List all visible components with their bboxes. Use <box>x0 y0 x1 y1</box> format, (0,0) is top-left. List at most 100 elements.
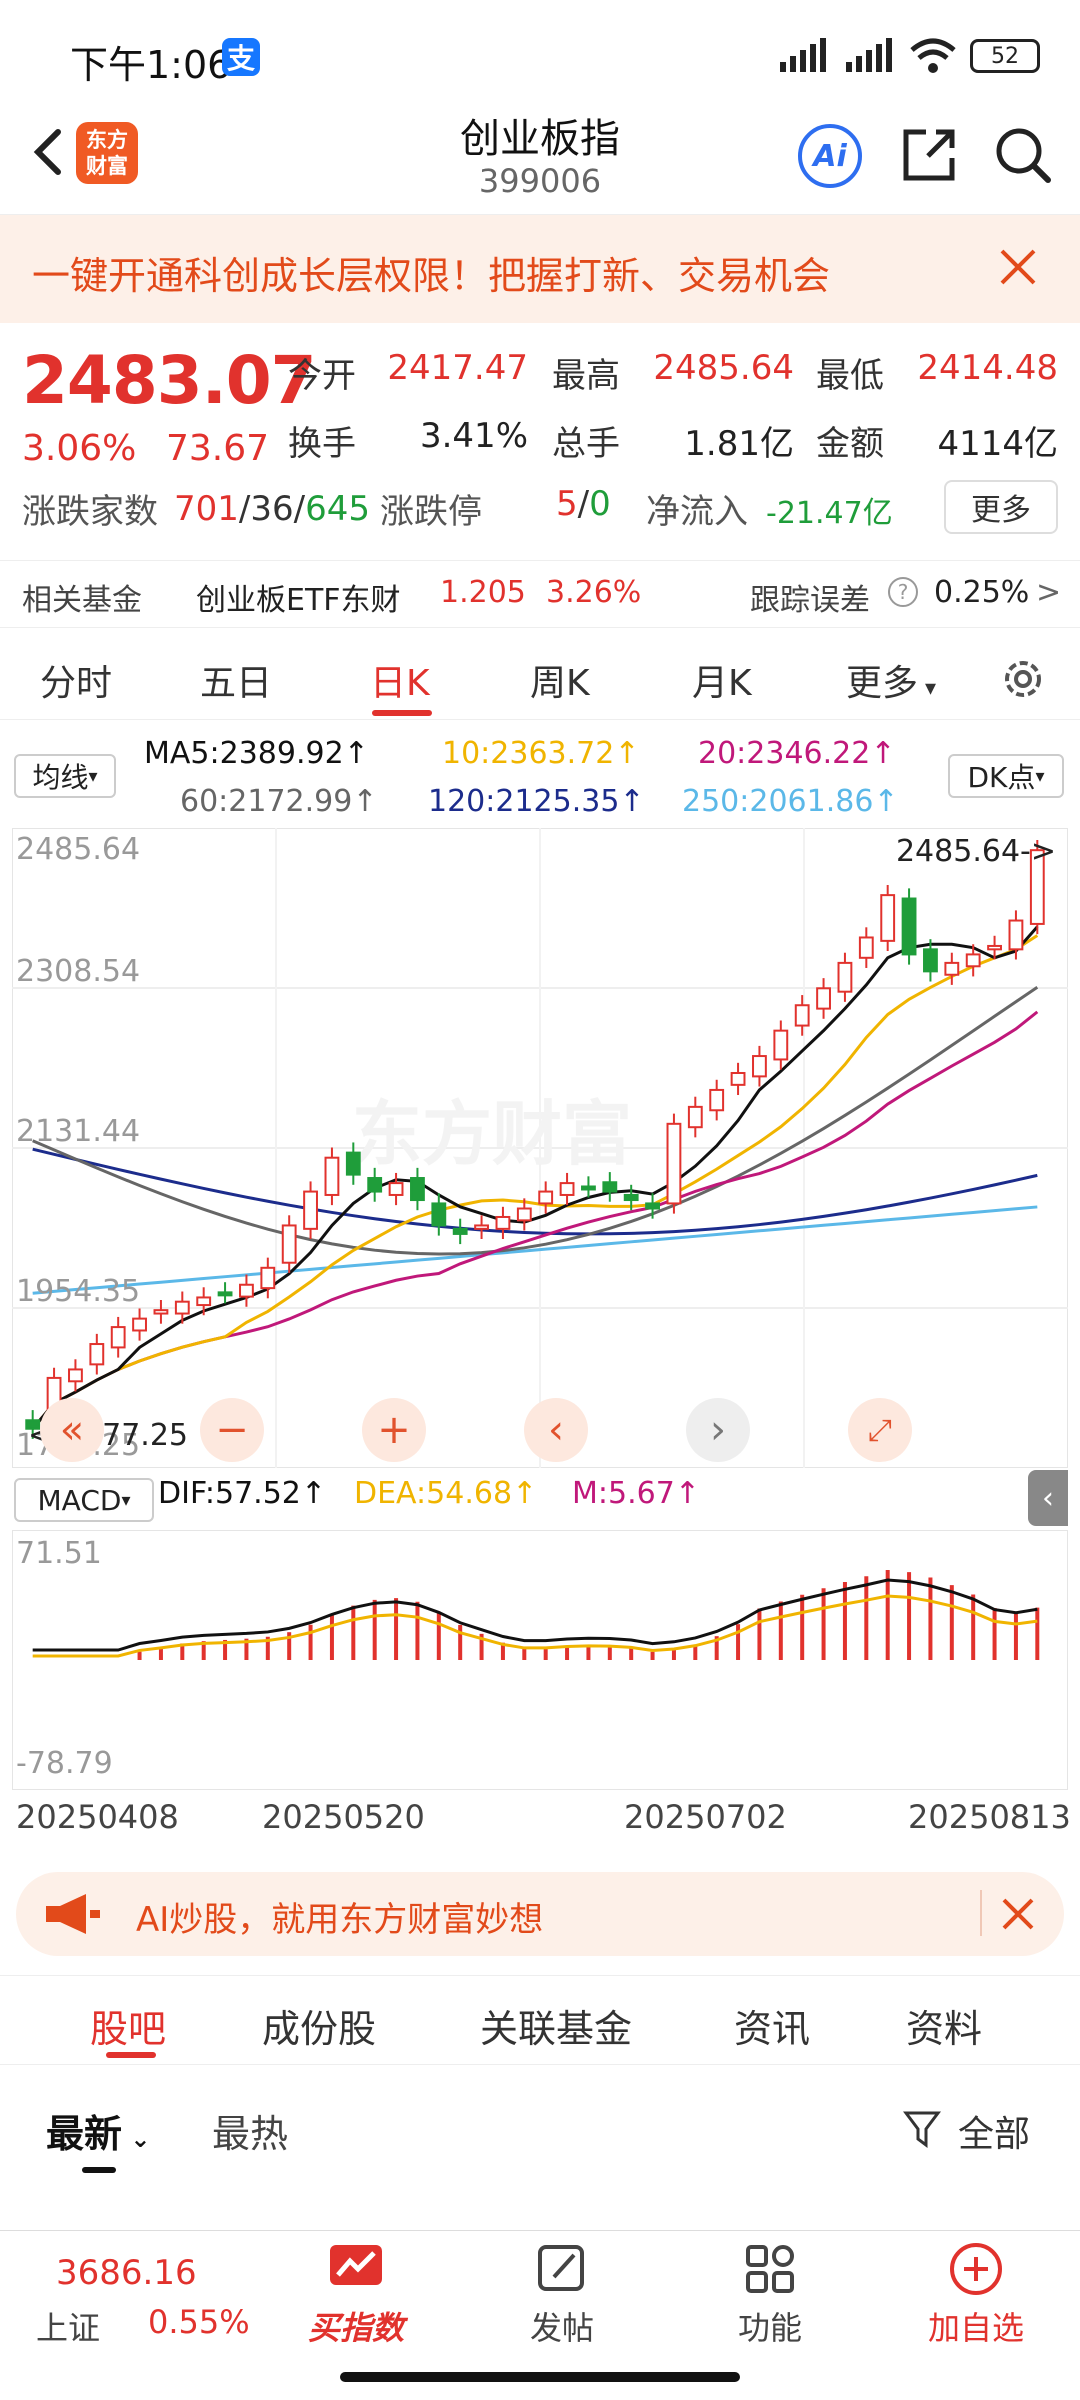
candle <box>623 1184 639 1211</box>
fund-price: 1.205 <box>440 575 526 610</box>
tab-monthly-k[interactable]: 月K <box>692 663 752 704</box>
share-icon[interactable] <box>898 124 960 186</box>
buy-index-button[interactable]: 买指数 <box>276 2241 436 2349</box>
breadth-row: 涨跌家数 701 / 36 / 645 <box>22 484 370 533</box>
chevron-down-icon: ⌄ <box>122 2125 151 2153</box>
candle <box>474 1215 489 1240</box>
indicator-select[interactable]: MACD ▾ <box>14 1478 154 1522</box>
help-icon[interactable]: ? <box>888 577 918 607</box>
tab-constituents[interactable]: 成份股 <box>262 2007 377 2051</box>
search-icon[interactable] <box>992 124 1054 186</box>
macd-legend: MACD ▾ DIF:57.52↑ DEA:54.68↑ M:5.67↑ ‹ <box>0 1470 1080 1530</box>
promo-banner[interactable]: 一键开通科创成长层权限！把握打新、交易机会 <box>0 215 1080 323</box>
netflow-label: 净流入 <box>646 492 748 532</box>
candle <box>773 1020 789 1070</box>
ma20-value: 20:2346.22↑ <box>698 736 896 771</box>
candle <box>89 1333 105 1375</box>
tab-daily-k[interactable]: 日K <box>370 663 430 704</box>
zoom-out-button[interactable]: − <box>200 1398 264 1462</box>
indicator-select-label: MACD <box>37 1483 122 1517</box>
post-label: 发帖 <box>529 2309 594 2347</box>
tab-five-day[interactable]: 五日 <box>200 663 273 704</box>
fullscreen-button[interactable]: ⤢ <box>848 1398 912 1462</box>
index-price[interactable]: 3686.16 <box>56 2253 197 2293</box>
ai-banner-text[interactable]: AI炒股，就用东方财富妙想 <box>136 1900 544 1940</box>
tab-intraday[interactable]: 分时 <box>40 663 113 704</box>
limit-label: 涨跌停 <box>380 492 482 532</box>
page-title: 创业板指 <box>460 116 620 162</box>
zoom-in-button[interactable]: + <box>362 1398 426 1462</box>
tab-profile[interactable]: 资料 <box>906 2007 983 2051</box>
candle-body <box>709 1088 725 1112</box>
candle-body <box>260 1266 276 1290</box>
filter-label[interactable]: 全部 <box>958 2114 1031 2155</box>
index-pct[interactable]: 0.55% <box>148 2303 250 2341</box>
macd-svg[interactable] <box>12 1530 1068 1790</box>
tab-more[interactable]: 更多 ▾ <box>846 654 936 706</box>
date-label: 20250813 <box>908 1798 1071 1836</box>
tab-news[interactable]: 资讯 <box>734 2007 811 2051</box>
tab-forum[interactable]: 股吧 <box>90 2007 167 2051</box>
sort-latest-label: 最新 <box>46 2112 123 2156</box>
volume-value: 1.81亿 <box>684 424 794 464</box>
low-label: 最低 <box>816 356 884 396</box>
candle-body <box>837 961 853 993</box>
scroll-right-button[interactable]: › <box>686 1398 750 1462</box>
candle-body <box>773 1029 789 1061</box>
candle-body <box>110 1326 126 1349</box>
sort-latest[interactable]: 最新 ⌄ <box>46 2103 150 2158</box>
close-icon[interactable] <box>1000 1896 1036 1932</box>
axis-label: 2131.44 <box>16 1114 141 1149</box>
candle <box>174 1291 190 1324</box>
tab-related-funds[interactable]: 关联基金 <box>480 2007 633 2051</box>
close-icon[interactable] <box>996 245 1040 289</box>
collapse-button[interactable]: ‹ <box>1028 1470 1068 1526</box>
ma-select[interactable]: 均线 ▾ <box>14 754 116 798</box>
kline-svg[interactable]: 东方财富 <box>12 828 1068 1468</box>
gear-icon[interactable] <box>998 654 1048 704</box>
tab-more-label: 更多 <box>846 663 919 704</box>
battery-icon: 52 <box>970 39 1040 73</box>
fast-back-button[interactable]: « <box>40 1398 104 1462</box>
ai-banner[interactable]: AI炒股，就用东方财富妙想 <box>16 1872 1064 1956</box>
candle-body <box>68 1368 83 1383</box>
fund-name[interactable]: 创业板ETF东财 <box>196 583 401 618</box>
candle-body <box>516 1207 532 1222</box>
change-percent: 3.06% <box>22 428 137 469</box>
dk-points-button[interactable]: DK点 ▾ <box>948 754 1064 798</box>
candle <box>965 944 981 977</box>
sort-hot[interactable]: 最热 <box>212 2112 289 2156</box>
promo-text[interactable]: 一键开通科创成长层权限！把握打新、交易机会 <box>32 254 831 298</box>
app-logo: 东方 财富 <box>76 122 138 184</box>
candle <box>260 1257 276 1299</box>
turnover-value: 3.41% <box>419 416 528 456</box>
ai-button[interactable]: Ai <box>798 124 862 188</box>
candle-body <box>752 1055 767 1078</box>
candle <box>858 927 874 968</box>
slash: / <box>577 484 590 524</box>
index-name[interactable]: 上证 <box>36 2309 101 2347</box>
scroll-left-button[interactable]: ‹ <box>524 1398 588 1462</box>
active-tab-indicator <box>372 710 432 716</box>
ma120-line <box>32 1147 1038 1236</box>
volume-label: 总手 <box>552 424 620 464</box>
post-button[interactable]: 发帖 <box>482 2241 642 2349</box>
candlestick-chart[interactable]: 东方财富 2485.64 2308.54 2131.44 1954.35 177… <box>12 828 1068 1468</box>
chevron-right-icon[interactable]: > <box>1036 575 1062 610</box>
candle-body <box>858 936 874 959</box>
macd-chart[interactable]: 71.51 -78.79 <box>12 1530 1068 1790</box>
add-watchlist-button[interactable]: 加自选 <box>896 2241 1056 2349</box>
candle <box>816 978 831 1019</box>
stock-code: 399006 <box>478 162 602 200</box>
more-button[interactable]: 更多 <box>944 480 1058 534</box>
back-icon[interactable] <box>22 122 82 182</box>
dk-label: DK点 <box>967 761 1036 794</box>
related-fund-row[interactable]: 相关基金 创业板ETF东财 1.205 3.26% 跟踪误差 ? 0.25% > <box>0 560 1080 628</box>
functions-button[interactable]: 功能 <box>690 2241 850 2349</box>
quote-panel: 2483.07 3.06% 73.67 今开 2417.47 最高 2485.6… <box>0 330 1080 540</box>
filter-icon[interactable] <box>902 2109 942 2149</box>
candle-body <box>495 1215 511 1230</box>
candle <box>581 1176 596 1198</box>
tab-weekly-k[interactable]: 周K <box>530 663 590 704</box>
candle-body <box>987 944 1002 951</box>
